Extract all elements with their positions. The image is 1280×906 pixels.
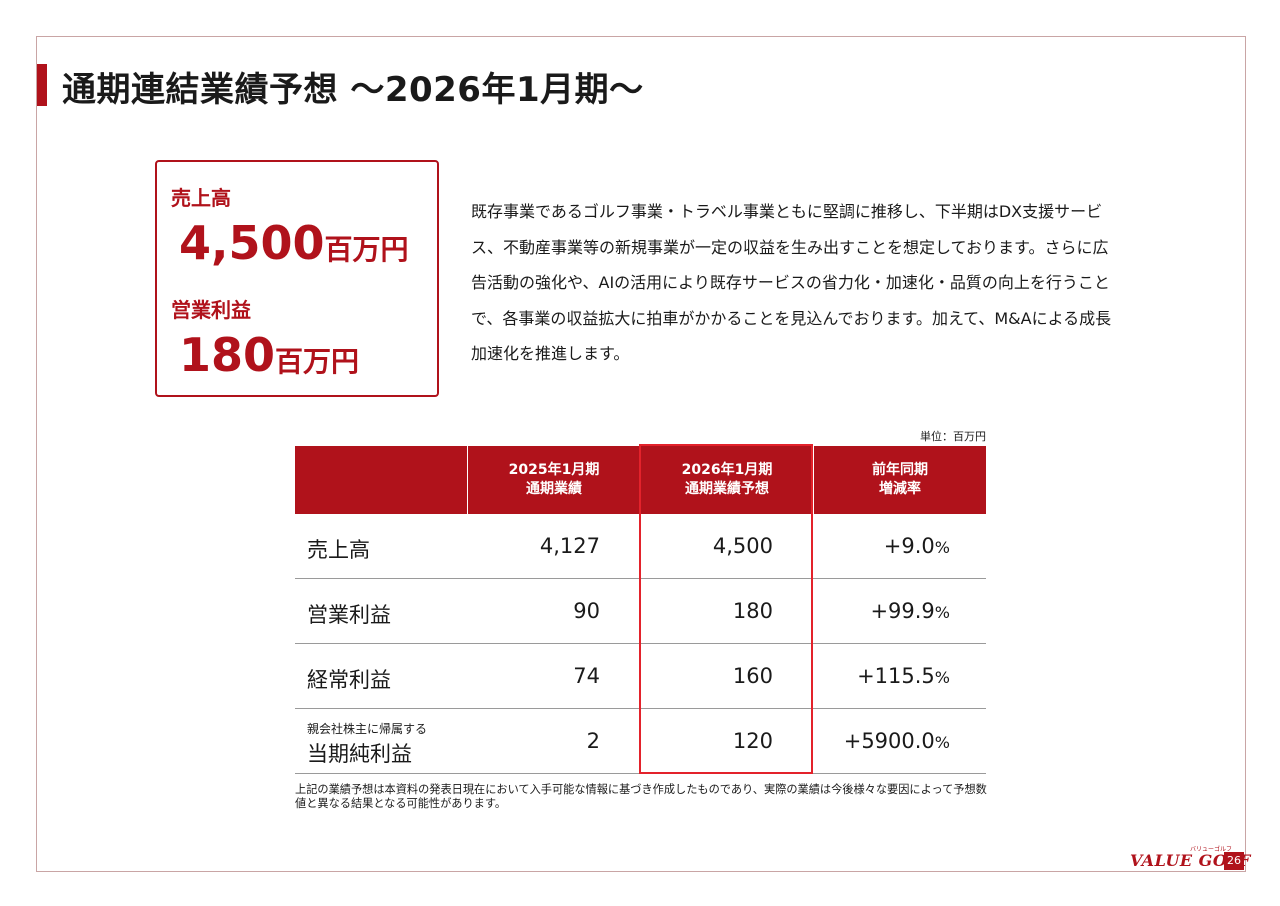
change-value: +99.9 — [870, 599, 935, 623]
cell-fy2025: 4,127 — [539, 534, 600, 558]
title-accent-bar — [37, 64, 47, 106]
summary-op-unit: 百万円 — [275, 345, 360, 378]
company-logo: VALUE GOLF バリューゴルフ — [1130, 846, 1251, 870]
cell-fy2025: 74 — [573, 664, 600, 688]
row-label: 営業利益 — [307, 603, 391, 627]
summary-op-value: 180百万円 — [179, 328, 359, 382]
row-label: 売上高 — [307, 538, 370, 562]
cell-change: +115.5% — [815, 664, 950, 688]
disclaimer-footnote: 上記の業績予想は本資料の発表日現在において入手可能な情報に基づき作成したものであ… — [295, 783, 987, 810]
summary-sales-number: 4,500 — [179, 216, 325, 270]
header-fy2026: 2026年1月期 通期業績予想 — [681, 462, 773, 497]
row-label: 経常利益 — [307, 668, 391, 692]
forecast-description: 既存事業であるゴルフ事業・トラベル事業ともに堅調に推移し、下半期はDX支援サービ… — [471, 202, 1112, 363]
change-value: +115.5 — [857, 664, 935, 688]
percent-sign: % — [934, 603, 950, 622]
logo-kana: バリューゴルフ — [1190, 846, 1233, 853]
forecast-column-highlight — [639, 444, 813, 774]
summary-sales-label: 売上高 — [171, 186, 231, 210]
percent-sign: % — [934, 538, 950, 557]
table-unit-note: 単位：百万円 — [920, 430, 986, 443]
cell-fy2026: 160 — [732, 664, 773, 688]
logo-text: VALUE GOLF — [1130, 851, 1251, 870]
row-label: 当期純利益 — [307, 742, 412, 766]
change-value: +5900.0 — [843, 729, 935, 753]
cell-change: +9.0% — [815, 534, 950, 558]
cell-change: +99.9% — [815, 599, 950, 623]
header-divider — [467, 446, 468, 514]
summary-box: 売上高 4,500百万円 営業利益 180百万円 — [155, 160, 439, 397]
slide-frame — [36, 36, 1246, 872]
header-fy2025: 2025年1月期 通期業績 — [508, 462, 600, 497]
cell-change: +5900.0% — [815, 729, 950, 753]
summary-sales-unit: 百万円 — [324, 233, 409, 266]
change-value: +9.0 — [883, 534, 935, 558]
page-number: 26 — [1224, 852, 1244, 870]
summary-sales-value: 4,500百万円 — [179, 216, 409, 270]
header-change: 前年同期 増減率 — [872, 462, 928, 497]
cell-fy2026: 180 — [732, 599, 773, 623]
cell-fy2026: 4,500 — [712, 534, 773, 558]
page-title: 通期連結業績予想 ～2026年1月期～ — [62, 70, 644, 110]
cell-fy2025: 90 — [573, 599, 600, 623]
cell-fy2026: 120 — [732, 729, 773, 753]
summary-op-label: 営業利益 — [171, 298, 251, 322]
cell-fy2025: 2 — [586, 729, 600, 753]
summary-op-number: 180 — [179, 328, 276, 382]
percent-sign: % — [934, 733, 950, 752]
percent-sign: % — [934, 668, 950, 687]
row-sublabel: 親会社株主に帰属する — [307, 722, 428, 736]
header-divider — [813, 446, 814, 514]
